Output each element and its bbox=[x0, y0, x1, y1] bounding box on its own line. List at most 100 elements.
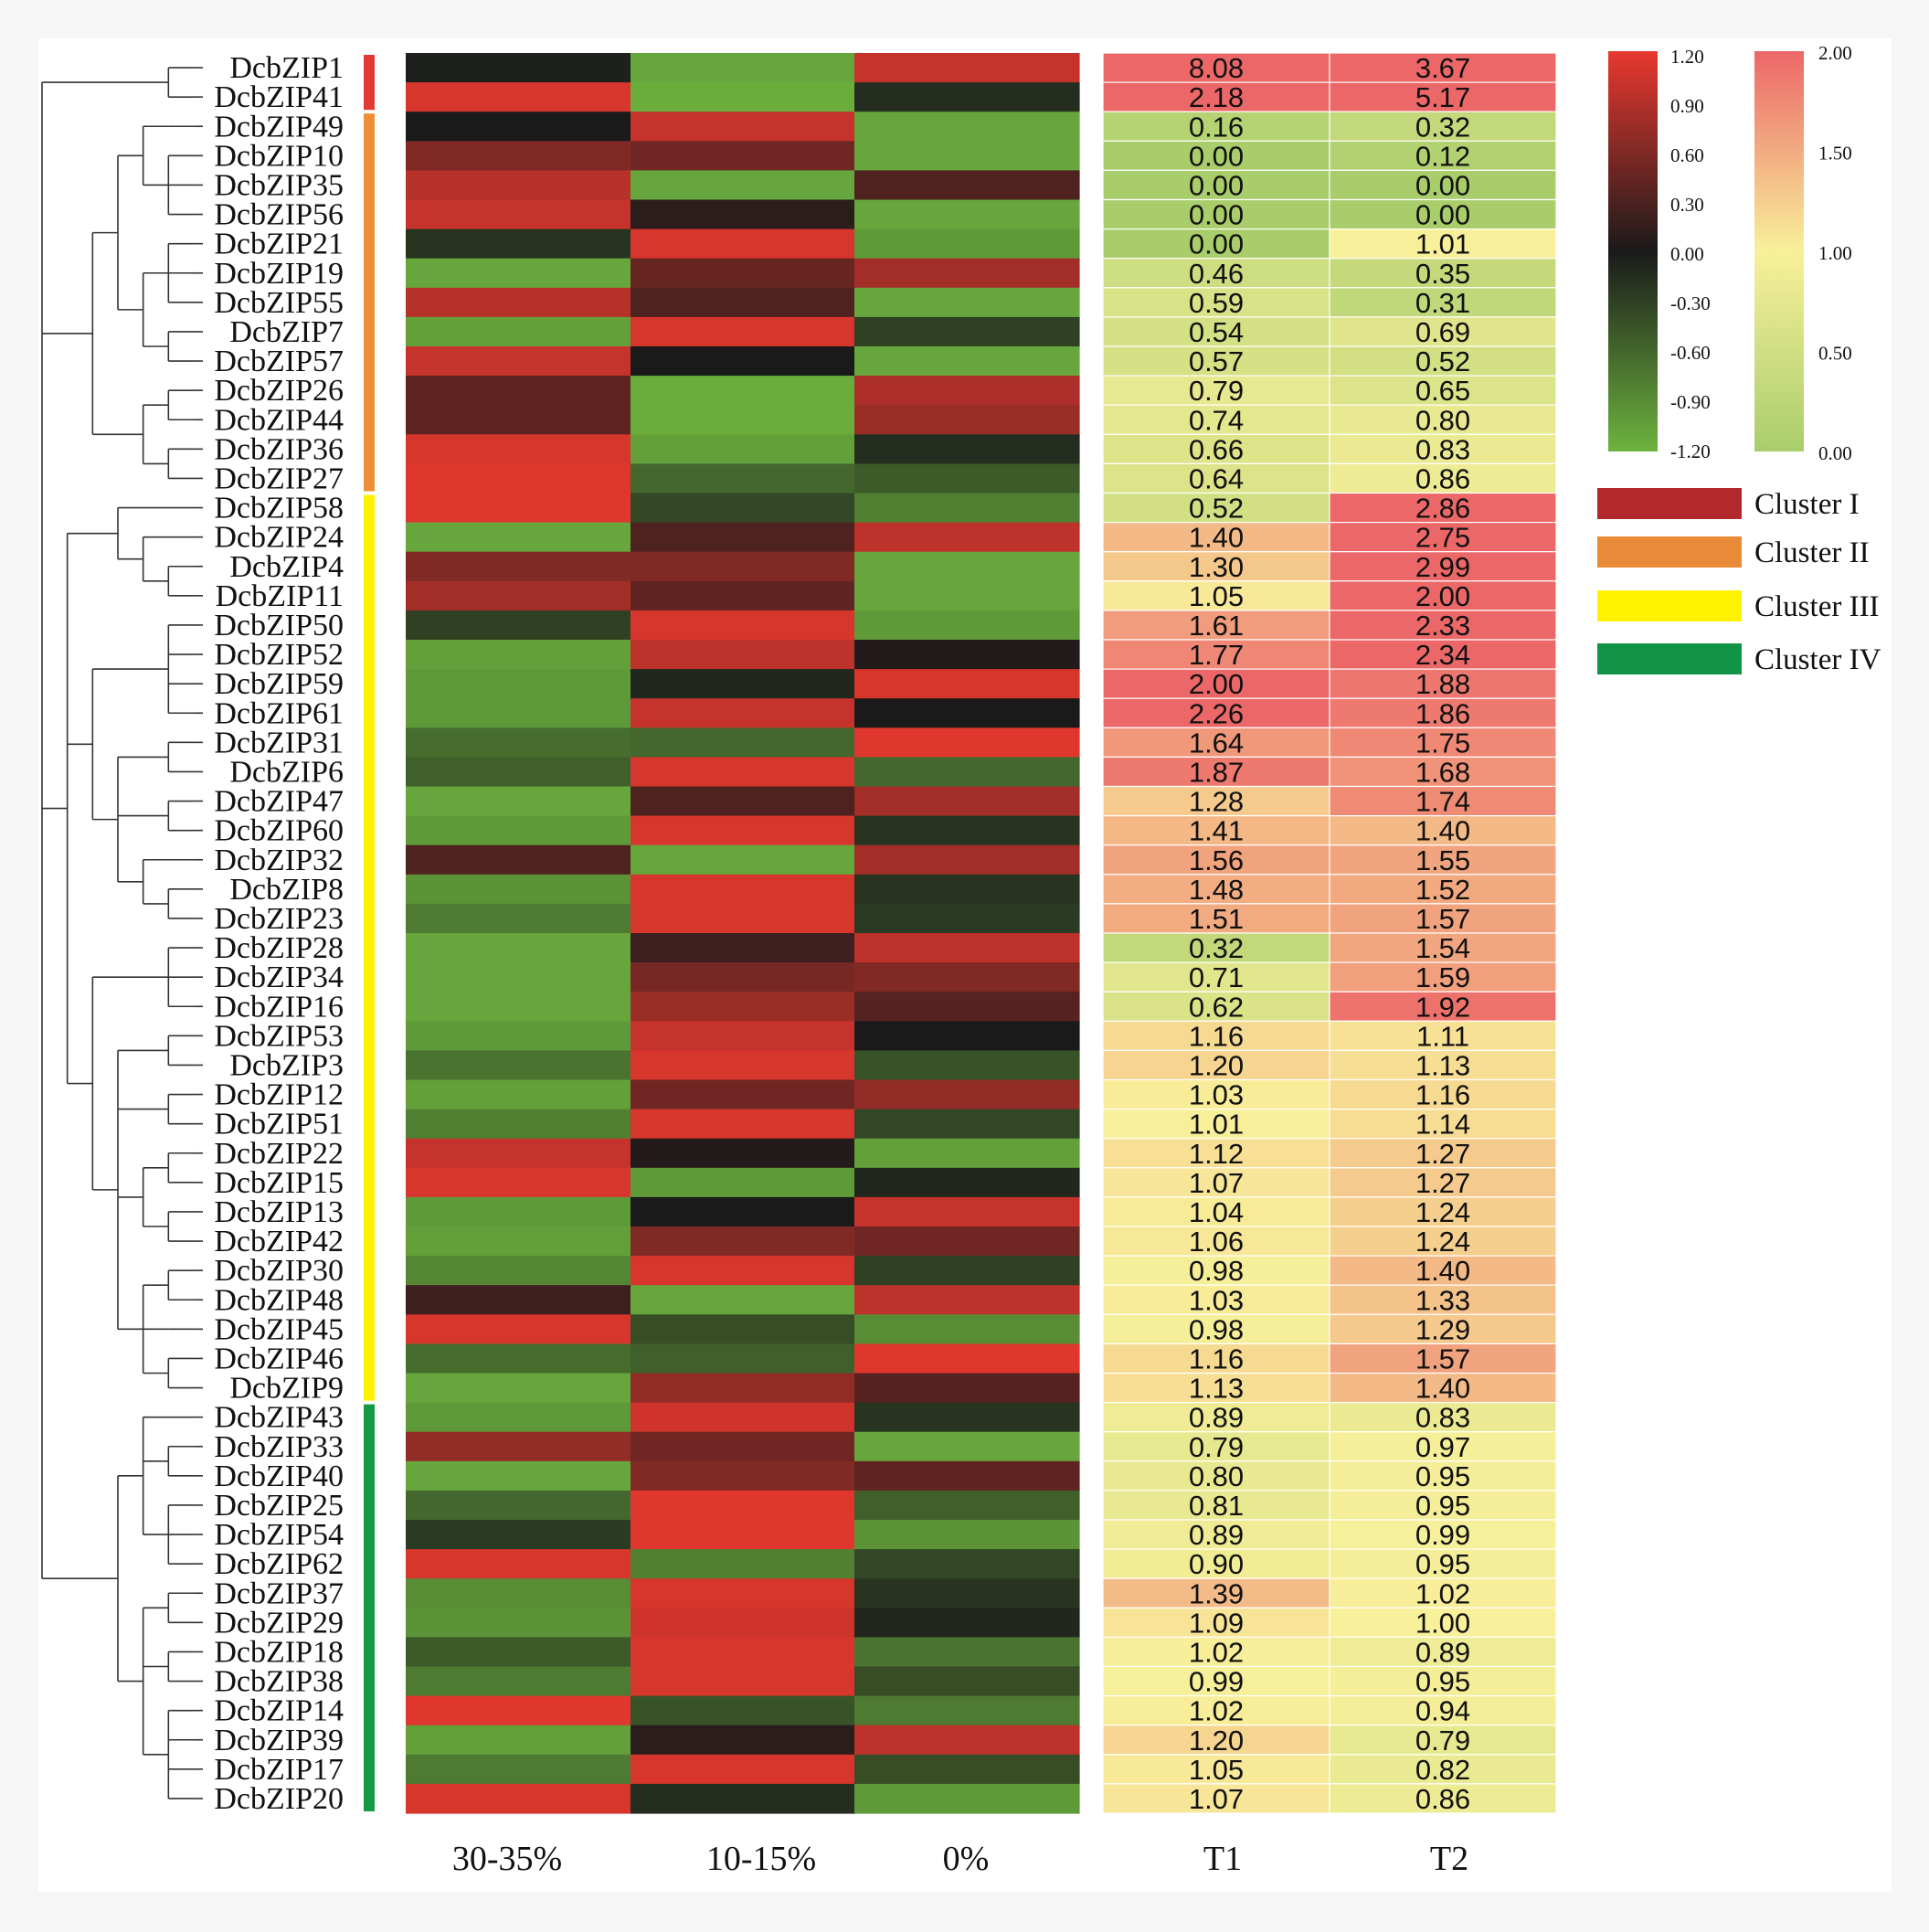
scale-tick-label: 1.20 bbox=[1670, 46, 1704, 68]
heatmap-cell bbox=[1329, 1754, 1557, 1785]
scale-tick-label: 1.50 bbox=[1818, 143, 1852, 165]
heatmap-cell bbox=[1102, 1577, 1330, 1608]
heatmap-cell bbox=[854, 82, 1080, 112]
heatmap-cell bbox=[406, 1666, 631, 1697]
heatmap-cell bbox=[631, 1754, 856, 1785]
row-label: DcbZIP60 bbox=[214, 814, 344, 848]
heatmap-cell bbox=[854, 53, 1080, 83]
row-label: DcbZIP33 bbox=[214, 1430, 344, 1464]
heatmap-cell bbox=[1329, 81, 1557, 112]
cell-value: 1.86 bbox=[1415, 697, 1470, 729]
heatmap-cell bbox=[631, 1637, 856, 1668]
cell-value: 0.46 bbox=[1189, 258, 1244, 290]
column-label: 10-15% bbox=[706, 1840, 816, 1878]
cell-value: 1.33 bbox=[1415, 1284, 1470, 1316]
heatmap-cell bbox=[854, 1608, 1080, 1638]
cell-value: 8.08 bbox=[1189, 52, 1244, 84]
cell-value: 1.20 bbox=[1189, 1725, 1244, 1757]
heatmap-cell bbox=[854, 287, 1080, 318]
heatmap-cell bbox=[1102, 756, 1330, 788]
cell-value: 0.64 bbox=[1189, 462, 1244, 494]
cell-value: 0.12 bbox=[1415, 140, 1470, 172]
heatmap-cell bbox=[406, 610, 631, 641]
heatmap-cell bbox=[406, 82, 631, 112]
cell-value: 0.52 bbox=[1189, 493, 1244, 525]
heatmap-cell bbox=[631, 786, 856, 817]
heatmap-cell bbox=[1102, 111, 1330, 142]
heatmap-cell bbox=[406, 346, 631, 377]
row-label: DcbZIP7 bbox=[229, 315, 344, 349]
heatmap-cell bbox=[1102, 1196, 1330, 1227]
heatmap-cell bbox=[631, 844, 856, 876]
heatmap-cell bbox=[406, 522, 631, 553]
row-label: DcbZIP26 bbox=[214, 374, 344, 408]
heatmap-cell bbox=[854, 1373, 1080, 1404]
heatmap-cell bbox=[406, 1725, 631, 1756]
heatmap-cell bbox=[631, 1226, 856, 1257]
cell-value: 1.41 bbox=[1189, 815, 1244, 847]
heatmap-cell bbox=[854, 258, 1080, 289]
heatmap-cell bbox=[631, 287, 856, 318]
heatmap-cell bbox=[854, 992, 1080, 1022]
heatmap-cell bbox=[406, 1196, 631, 1227]
scale-tick-label: 0.60 bbox=[1670, 144, 1704, 166]
heatmap-cell bbox=[406, 992, 631, 1022]
heatmap-cell bbox=[854, 551, 1080, 582]
cell-value: 0.83 bbox=[1415, 433, 1470, 465]
cell-value: 1.92 bbox=[1415, 991, 1470, 1023]
heatmap-cell bbox=[854, 815, 1080, 846]
heatmap-cell bbox=[631, 1167, 856, 1198]
heatmap-cell bbox=[854, 170, 1080, 201]
heatmap-cell bbox=[1329, 1694, 1557, 1726]
cell-value: 1.64 bbox=[1189, 727, 1244, 759]
heatmap-cell bbox=[1329, 1548, 1557, 1579]
color-scales: 1.20 0.90 0.60 0.30 0.00 -0.30 -0.60 -0.90 -1.20… bbox=[1608, 42, 1852, 464]
dendrogram bbox=[41, 67, 203, 1799]
left-heatmap bbox=[406, 53, 1080, 1814]
heatmap-cell bbox=[1102, 52, 1330, 83]
heatmap-cell bbox=[406, 698, 631, 728]
row-label: DcbZIP56 bbox=[214, 198, 344, 232]
row-label: DcbZIP31 bbox=[214, 726, 344, 759]
heatmap-cell bbox=[406, 1109, 631, 1140]
heatmap-cell bbox=[1102, 1636, 1330, 1668]
row-label: DcbZIP54 bbox=[214, 1518, 344, 1552]
cell-value: 0.31 bbox=[1415, 287, 1470, 319]
row-label: DcbZIP3 bbox=[229, 1048, 344, 1082]
heatmap-cell bbox=[406, 1754, 631, 1785]
heatmap-cell bbox=[1329, 1431, 1557, 1462]
heatmap-cell bbox=[1329, 1167, 1557, 1198]
cell-value: 1.05 bbox=[1189, 1754, 1244, 1786]
heatmap-cell bbox=[631, 376, 856, 406]
cell-value: 1.87 bbox=[1189, 756, 1244, 788]
cell-value: 0.69 bbox=[1415, 316, 1470, 348]
heatmap-cell bbox=[406, 1343, 631, 1375]
heatmap-cell bbox=[854, 199, 1080, 230]
heatmap-cell bbox=[1102, 1049, 1330, 1081]
heatmap-cell bbox=[1329, 903, 1557, 934]
heatmap-cell bbox=[631, 1050, 856, 1081]
heatmap-cell bbox=[406, 757, 631, 788]
row-label: DcbZIP41 bbox=[214, 80, 344, 114]
cell-value: 0.79 bbox=[1189, 375, 1244, 407]
cell-value: 1.05 bbox=[1189, 580, 1244, 612]
scale-tick-label: -0.30 bbox=[1670, 292, 1711, 314]
heatmap-cell bbox=[1102, 1694, 1330, 1726]
heatmap-cell bbox=[406, 493, 631, 524]
cell-value: 0.62 bbox=[1189, 991, 1244, 1023]
row-label: DcbZIP61 bbox=[214, 696, 344, 730]
row-label: DcbZIP16 bbox=[214, 990, 344, 1024]
heatmap-cell bbox=[1329, 727, 1557, 758]
cluster-legend-label: Cluster I bbox=[1754, 488, 1860, 521]
cluster-legend-swatch bbox=[1597, 536, 1742, 568]
heatmap-cell bbox=[1102, 1431, 1330, 1462]
heatmap-cell bbox=[1102, 785, 1330, 817]
cell-value: 3.67 bbox=[1415, 52, 1470, 84]
cell-value: 1.88 bbox=[1415, 668, 1470, 700]
cluster-legend-label: Cluster III bbox=[1754, 590, 1880, 623]
cell-value: 2.75 bbox=[1415, 522, 1470, 554]
cell-value: 1.11 bbox=[1416, 1020, 1469, 1052]
cell-value: 1.14 bbox=[1415, 1109, 1470, 1141]
heatmap-cell bbox=[1102, 1020, 1330, 1052]
heatmap-cell bbox=[631, 669, 856, 699]
